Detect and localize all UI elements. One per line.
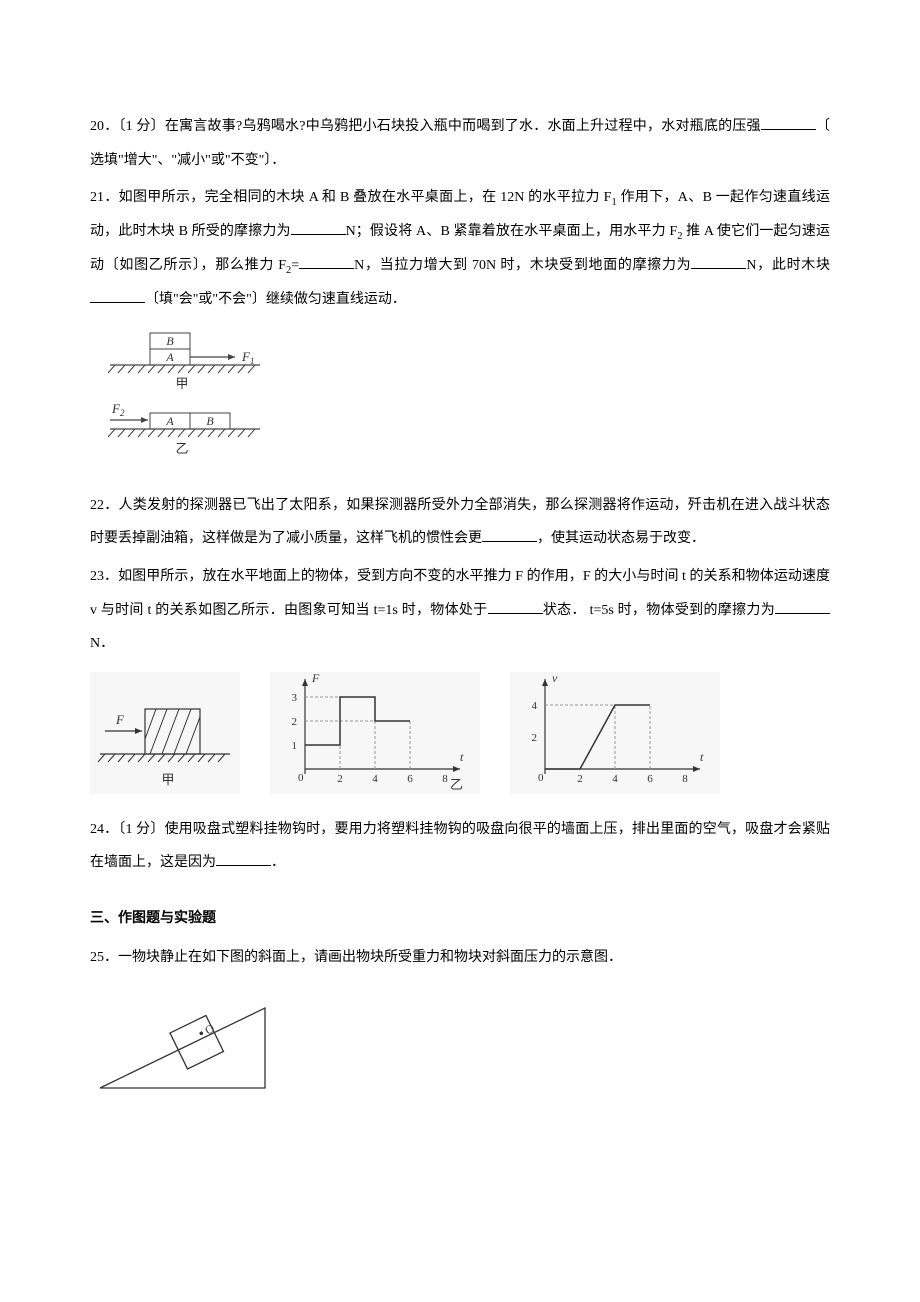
q23-diagram-svg: F 甲 F t 0 1 2 3 2 4 6 8 xyxy=(90,669,730,799)
question-25: 25．一物块静止在如下图的斜面上，请画出物块所受重力和物块对斜面压力的示意图． xyxy=(90,941,830,975)
q23-axis-v: v xyxy=(552,671,558,685)
question-23: 23．如图甲所示，放在水平地面上的物体，受到方向不变的水平推力 F 的作用，F … xyxy=(90,560,830,661)
q20-text-a: 〔1 分〕在寓言故事?乌鸦喝水?中乌鸦把小石块投入瓶中而喝到了水．水面上升过程中… xyxy=(118,119,760,134)
q23b-t-tick3: 6 xyxy=(647,773,653,785)
q23-v-tick1: 2 xyxy=(532,732,538,744)
q21-block-a-top: A xyxy=(165,350,174,364)
q23-figure: F 甲 F t 0 1 2 3 2 4 6 8 xyxy=(90,669,830,799)
q23-text-c: N． xyxy=(90,636,114,651)
q21-block-b-top: B xyxy=(166,334,174,348)
q23-t-tick2: 4 xyxy=(372,773,378,785)
q22-text-b: ，使其运动状态易于改变． xyxy=(537,531,705,546)
q22-num: 22． xyxy=(90,498,118,513)
question-22: 22．人类发射的探测器已飞出了太阳系，如果探测器所受外力全部消失，那么探测器将作… xyxy=(90,489,830,556)
q21-f2-sub: 2 xyxy=(120,408,125,418)
q21-text-f: N，当拉力增大到 70N 时，木块受到地面的摩擦力为 xyxy=(354,258,691,273)
q24-num: 24． xyxy=(90,822,118,837)
q24-blank[interactable] xyxy=(216,852,271,866)
q23-num: 23． xyxy=(90,569,118,584)
q23-f-tick2: 2 xyxy=(292,716,298,728)
q21-text-h: 〔填"会"或"不会"〕继续做匀速直线运动． xyxy=(145,292,406,307)
q23-blank1[interactable] xyxy=(488,600,543,614)
svg-text:0: 0 xyxy=(298,772,304,784)
q23-t-tick1: 2 xyxy=(337,773,343,785)
q23b-t-tick1: 2 xyxy=(577,773,583,785)
q21-label-top: 甲 xyxy=(175,376,188,391)
q21-block-a-bottom: A xyxy=(165,414,174,428)
q23-text-b: 状态． t=5s 时，物体受到的摩擦力为 xyxy=(543,603,775,618)
q23b-t-tick4: 8 xyxy=(682,773,688,785)
q21-text-e: = xyxy=(291,258,299,273)
section-3-title: 三、作图题与实验题 xyxy=(90,902,830,936)
question-21: 21．如图甲所示，完全相同的木块 A 和 B 叠放在水平桌面上，在 12N 的水… xyxy=(90,181,830,317)
q21-blank1[interactable] xyxy=(291,221,346,235)
q25-figure: O xyxy=(90,983,830,1098)
q23b-t-tick2: 4 xyxy=(612,773,618,785)
q23-v-tick2: 4 xyxy=(532,700,538,712)
q21-text-c: N；假设将 A、B 紧靠着放在水平桌面上，用水平力 F xyxy=(346,224,678,239)
q25-diagram-svg: O xyxy=(90,983,280,1098)
q21-figure: B A F1 甲 F2 A B xyxy=(90,325,830,475)
q21-text-a: 如图甲所示，完全相同的木块 A 和 B 叠放在水平桌面上，在 12N 的水平拉力… xyxy=(119,190,612,205)
q21-num: 21． xyxy=(90,190,119,205)
q23-f-tick3: 3 xyxy=(292,692,298,704)
q21-block-b-bottom: B xyxy=(206,414,214,428)
q23-label-right: 乙 xyxy=(450,777,463,792)
question-20: 20．〔1 分〕在寓言故事?乌鸦喝水?中乌鸦把小石块投入瓶中而喝到了水．水面上升… xyxy=(90,110,830,177)
svg-text:F1: F1 xyxy=(241,349,254,366)
q25-num: 25． xyxy=(90,950,118,965)
q20-blank[interactable] xyxy=(761,116,816,130)
q22-text-a: 人类发射的探测器已飞出了太阳系，如果探测器所受外力全部消失，那么探测器将作运动，… xyxy=(90,498,830,547)
q22-blank[interactable] xyxy=(482,528,537,542)
q21-label-bottom: 乙 xyxy=(175,441,188,456)
q25-text: 一物块静止在如下图的斜面上，请画出物块所受重力和物块对斜面压力的示意图． xyxy=(118,950,622,965)
q24-text-a: 〔1 分〕使用吸盘式塑料挂物钩时，要用力将塑料挂物钩的吸盘向很平的墙面上压，排出… xyxy=(90,822,830,871)
q23-force-f: F xyxy=(115,712,125,727)
q23-t-tick4: 8 xyxy=(442,773,448,785)
q23-f-tick1: 1 xyxy=(292,740,298,752)
q21-blank2[interactable] xyxy=(299,255,354,269)
question-24: 24．〔1 分〕使用吸盘式塑料挂物钩时，要用力将塑料挂物钩的吸盘向很平的墙面上压… xyxy=(90,813,830,880)
q21-blank3[interactable] xyxy=(691,255,746,269)
q23-blank2[interactable] xyxy=(775,600,830,614)
q23-label-left: 甲 xyxy=(161,772,174,787)
q20-num: 20． xyxy=(90,119,118,134)
q24-text-b: ． xyxy=(271,855,285,870)
q23-axis-f: F xyxy=(311,671,320,685)
q21-diagram-svg: B A F1 甲 F2 A B xyxy=(90,325,280,475)
q23-t-tick3: 6 xyxy=(407,773,413,785)
svg-text:F2: F2 xyxy=(111,401,125,418)
q21-blank4[interactable] xyxy=(90,289,145,303)
svg-text:0: 0 xyxy=(538,772,544,784)
q21-text-g: N，此时木块 xyxy=(746,258,830,273)
